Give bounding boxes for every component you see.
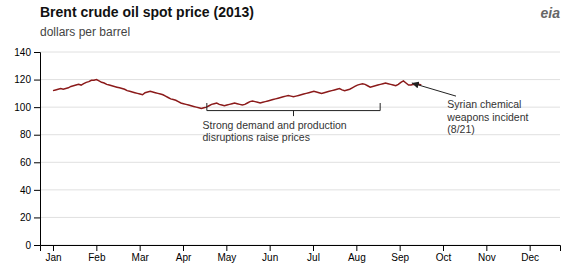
y-axis: 0 20 40 60 80 100 120 140 <box>14 47 40 251</box>
grid-line <box>40 162 560 163</box>
x-tick: Aug <box>348 245 366 263</box>
chart: 0 20 40 60 80 100 120 140 Jan Feb Mar Apr May Jun Jul A… <box>0 0 576 271</box>
x-tick: Jun <box>262 245 278 263</box>
tick-label: 0 <box>25 240 31 251</box>
x-tick: Dec <box>521 245 539 263</box>
tick-label: Oct <box>436 252 452 263</box>
x-tick: Nov <box>478 245 496 263</box>
tick-label: Jun <box>262 252 278 263</box>
grid-line <box>40 79 560 80</box>
tick-label: Nov <box>478 252 496 263</box>
y-tick: 120 <box>14 74 40 85</box>
axis-line <box>34 53 41 246</box>
tick-label: 120 <box>14 74 31 85</box>
tick-label: 100 <box>14 102 31 113</box>
tick-mark <box>34 190 40 191</box>
annotation-text: Strong demand and productiondisruptions … <box>203 119 347 144</box>
tick-mark <box>53 245 54 251</box>
tick-mark <box>96 245 97 251</box>
title: Brent crude oil spot price (2013) <box>40 4 254 20</box>
tick-mark <box>530 245 531 251</box>
y-tick: 80 <box>20 129 40 140</box>
tick-mark <box>356 245 357 251</box>
y-tick: 60 <box>20 157 40 168</box>
tick-mark <box>486 245 487 251</box>
tick-label: Jan <box>45 252 61 263</box>
annotation-text-line: disruptions raise prices <box>203 131 310 143</box>
tick-mark <box>313 245 314 251</box>
logo-text: eia <box>541 5 561 21</box>
tick-mark <box>34 80 40 81</box>
y-tick: 20 <box>20 212 40 223</box>
x-tick: Apr <box>176 245 192 263</box>
price-line <box>53 80 421 109</box>
tick-mark <box>34 245 40 246</box>
tick-mark <box>140 245 141 251</box>
axis-line <box>41 246 561 252</box>
annotation-bracket <box>207 103 380 116</box>
tick-mark <box>400 245 401 251</box>
plot-area <box>53 80 421 109</box>
grid-line <box>40 52 560 53</box>
tick-label: 20 <box>20 212 32 223</box>
tick-mark <box>443 245 444 251</box>
y-tick: 0 <box>25 240 40 251</box>
x-tick: Jan <box>45 245 61 263</box>
tick-label: 140 <box>14 47 31 58</box>
tick-mark <box>226 245 227 251</box>
grid <box>40 52 560 245</box>
tick-mark <box>34 217 40 218</box>
annotations: Strong demand and productiondisruptions … <box>203 83 529 143</box>
tick-label: May <box>217 252 236 263</box>
tick-label: 60 <box>20 157 32 168</box>
tick-label: Mar <box>132 252 150 263</box>
annotation-text: Syrian chemicalweapons incident(8/21) <box>446 98 528 135</box>
tick-label: Jul <box>307 252 320 263</box>
y-tick: 100 <box>14 102 40 113</box>
x-tick: Mar <box>132 245 150 263</box>
tick-label: Apr <box>176 252 192 263</box>
x-tick: Feb <box>88 245 106 263</box>
annotation-arrow <box>412 83 456 96</box>
tick-mark <box>34 162 40 163</box>
grid-line <box>40 189 560 190</box>
subtitle: dollars per barrel <box>40 25 130 39</box>
x-tick: Oct <box>436 245 452 263</box>
tick-mark <box>34 135 40 136</box>
tick-label: Feb <box>88 252 106 263</box>
tick-label: 80 <box>20 129 32 140</box>
annotation-text-line: (8/21) <box>447 123 474 135</box>
tick-mark <box>34 107 40 108</box>
annotation-text-line: Strong demand and production <box>203 119 347 131</box>
annotation-text-line: weapons incident <box>446 111 528 123</box>
annotation-text-line: Syrian chemical <box>447 98 521 110</box>
grid-line <box>40 217 560 218</box>
x-tick: May <box>217 245 236 263</box>
y-tick: 140 <box>14 47 40 58</box>
x-tick: Sep <box>391 245 409 263</box>
x-tick: Jul <box>307 245 320 263</box>
tick-mark <box>34 52 40 53</box>
tick-mark <box>270 245 271 251</box>
tick-label: Aug <box>348 252 366 263</box>
tick-mark <box>183 245 184 251</box>
y-tick: 40 <box>20 185 40 196</box>
tick-label: 40 <box>20 185 32 196</box>
tick-label: Dec <box>521 252 539 263</box>
x-axis: Jan Feb Mar Apr May Jun Jul Aug Sep Oct Nov Dec <box>41 245 561 263</box>
tick-label: Sep <box>391 252 409 263</box>
